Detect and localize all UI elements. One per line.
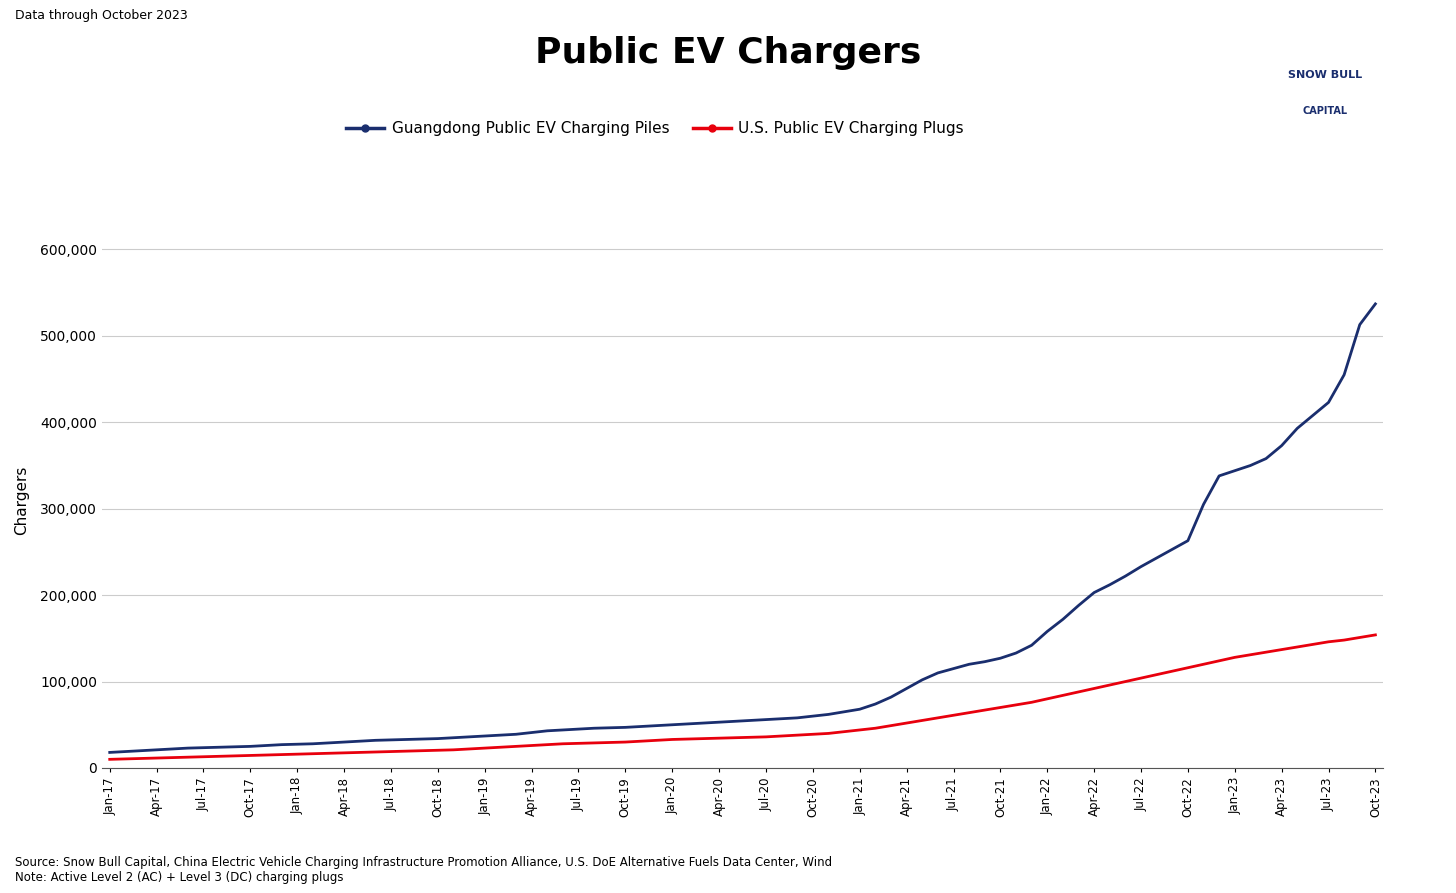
Text: Public EV Chargers: Public EV Chargers — [534, 36, 922, 70]
Text: SNOW BULL: SNOW BULL — [1289, 70, 1361, 80]
Text: CAPITAL: CAPITAL — [1303, 105, 1347, 116]
Text: Data through October 2023: Data through October 2023 — [15, 9, 188, 22]
Y-axis label: Chargers: Chargers — [15, 465, 29, 535]
Legend: Guangdong Public EV Charging Piles, U.S. Public EV Charging Plugs: Guangdong Public EV Charging Piles, U.S.… — [341, 115, 970, 142]
Text: Source: Snow Bull Capital, China Electric Vehicle Charging Infrastructure Promot: Source: Snow Bull Capital, China Electri… — [15, 856, 831, 884]
